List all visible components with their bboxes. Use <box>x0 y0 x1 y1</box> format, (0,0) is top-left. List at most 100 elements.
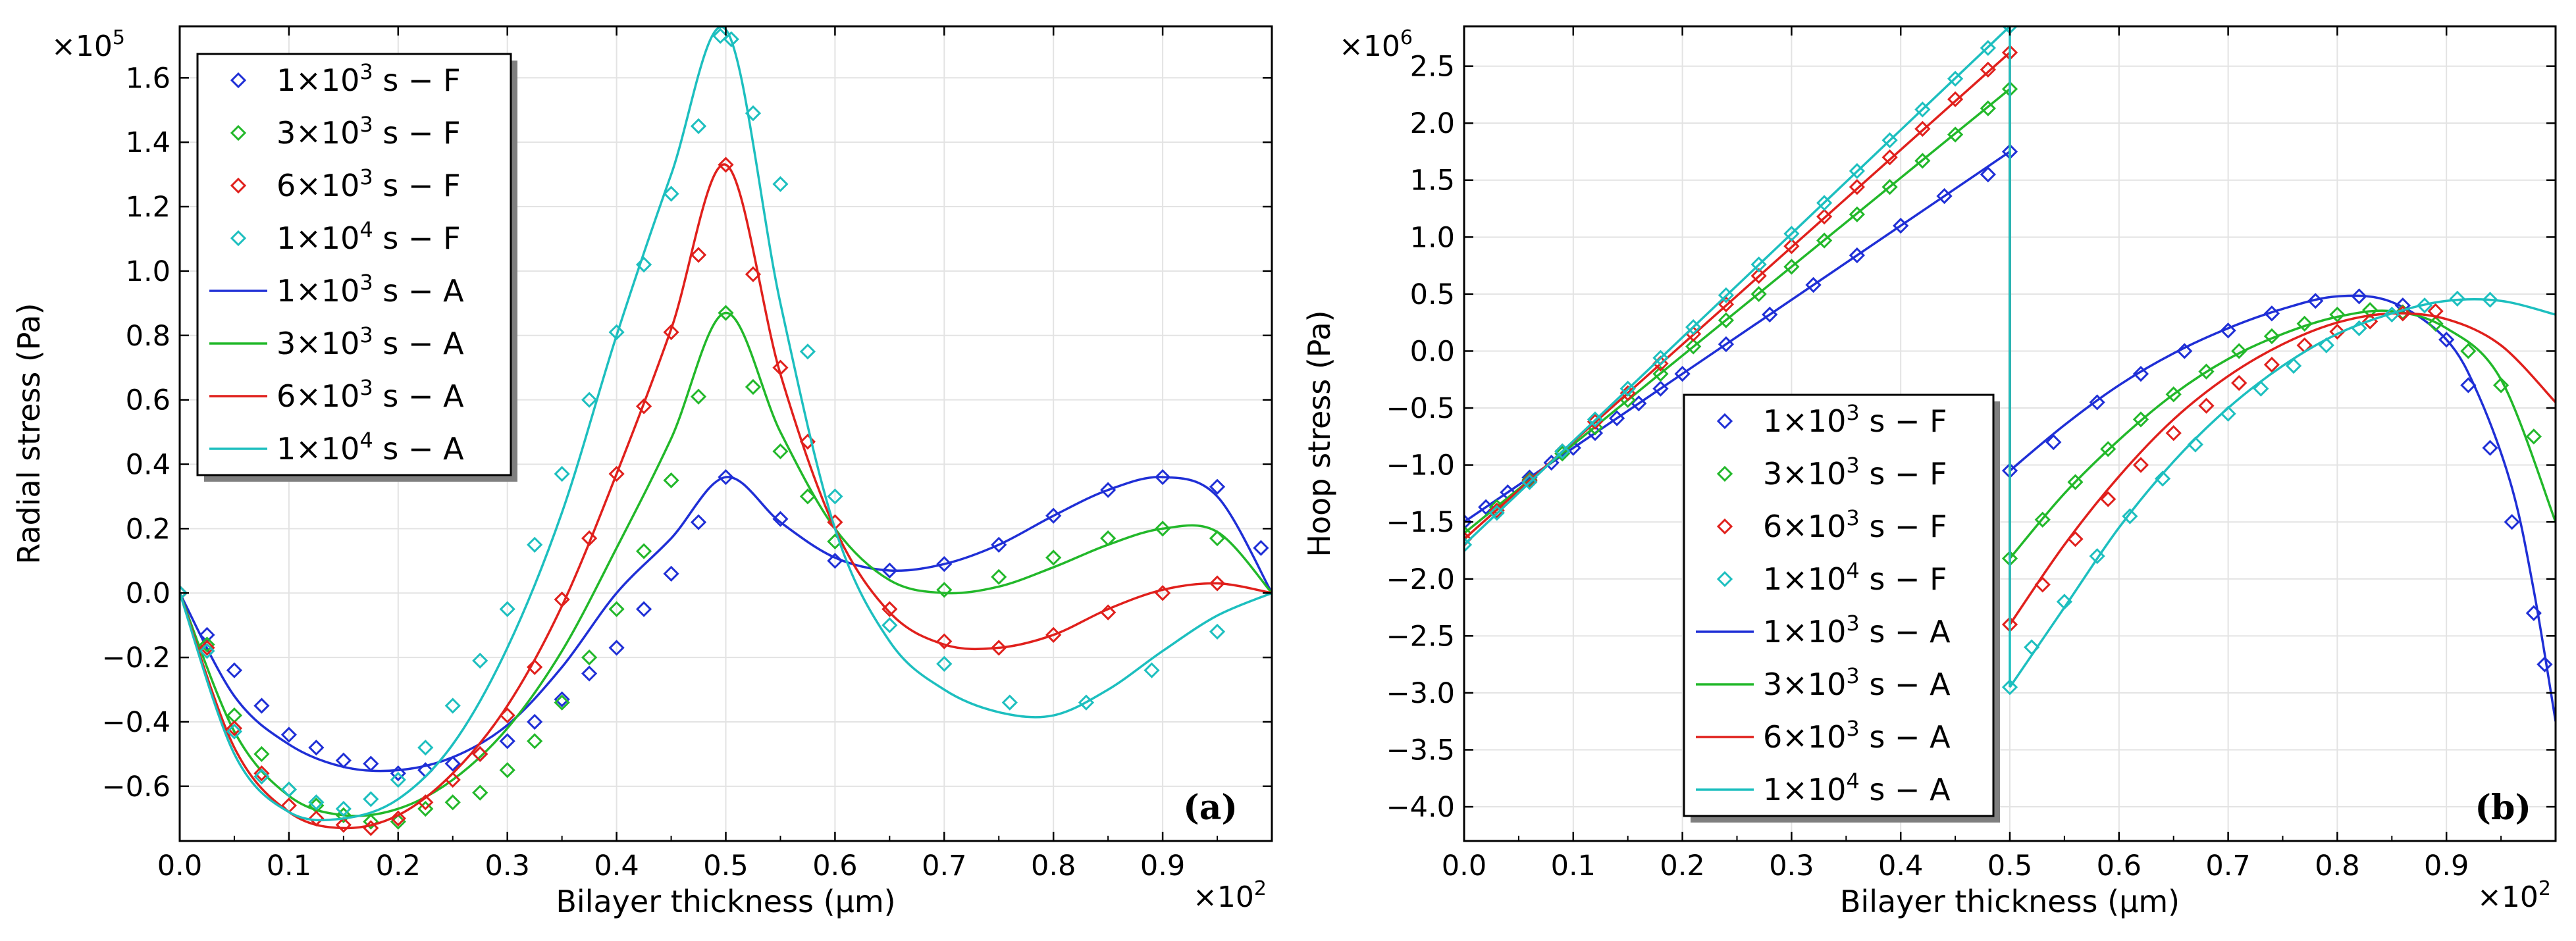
data-point-marker <box>2253 380 2269 397</box>
data-point-marker <box>472 652 488 669</box>
data-point-marker <box>308 794 325 811</box>
y-tick-label: 0.5 <box>1410 278 1455 311</box>
data-point-marker <box>1936 188 1953 205</box>
x-axis-title-a: Bilayer thickness (µm) <box>556 884 895 919</box>
data-point-marker <box>1100 482 1117 498</box>
legend-label: 1×104 s − F <box>1763 558 1947 597</box>
y-exponent-base-a: ×10 <box>51 30 113 63</box>
data-point-marker <box>1718 296 1735 313</box>
legend-label: 6×103 s − A <box>1763 716 1951 755</box>
legend-marker-diamond <box>230 177 247 194</box>
data-point-marker <box>1001 694 1018 711</box>
data-point-marker <box>1980 100 1996 116</box>
data-point-marker <box>226 720 243 736</box>
data-point-marker <box>745 266 762 282</box>
x-exponent-base-a: ×10 <box>1193 880 1254 914</box>
data-point-marker <box>253 769 270 785</box>
data-point-marker <box>772 359 789 376</box>
data-point-marker <box>1816 195 1833 211</box>
y-tick-label: −4.0 <box>1386 791 1455 824</box>
data-point-marker <box>527 659 543 675</box>
y-tick-label: 1.0 <box>126 255 171 288</box>
series-line <box>2009 312 2556 626</box>
y-tick-label: −3.5 <box>1386 734 1455 767</box>
data-point-marker <box>2285 357 2302 374</box>
data-point-marker <box>1045 626 1062 643</box>
x-tick-label: 0.2 <box>376 850 421 882</box>
y-exponent-a: ×105 <box>51 26 125 63</box>
data-point-marker <box>1805 276 1822 293</box>
data-point-marker <box>718 157 734 173</box>
data-point-marker <box>2296 315 2313 332</box>
data-point-marker <box>772 443 789 460</box>
data-point-marker <box>2537 656 2553 673</box>
data-point-marker <box>581 392 598 408</box>
data-point-marker <box>690 247 707 263</box>
legend-label: 1×104 s − A <box>1763 769 1951 807</box>
data-point-marker <box>444 794 461 811</box>
data-point-marker <box>1750 256 1767 272</box>
data-point-marker <box>2220 405 2236 422</box>
data-point-marker <box>2198 363 2215 380</box>
data-point-marker <box>2318 337 2334 353</box>
series-4 <box>180 26 1272 822</box>
legend-entry: 1×103 s − A <box>209 270 464 309</box>
data-point-marker <box>1674 365 1691 382</box>
data-point-marker <box>1750 286 1767 303</box>
data-point-marker <box>1762 306 1778 323</box>
data-point-marker <box>936 556 953 572</box>
legend-a: 1×103 s − F 3×103 s − F 6×103 s − F 1×104 s… <box>196 53 517 482</box>
data-point-marker <box>2100 441 2116 457</box>
data-point-marker <box>1980 39 1996 57</box>
y-tick-label: 1.5 <box>1410 165 1455 197</box>
data-point-marker <box>527 713 543 730</box>
data-point-marker <box>718 305 734 321</box>
data-point-marker <box>827 553 843 569</box>
data-point-marker <box>2132 457 2149 473</box>
y-tick-label: 1.4 <box>126 126 171 159</box>
x-tick-label: 0.7 <box>922 850 966 882</box>
data-point-marker <box>663 565 679 582</box>
data-point-marker <box>335 817 352 833</box>
data-point-marker <box>226 662 243 678</box>
data-point-marker <box>1154 469 1171 486</box>
data-point-marker <box>499 601 515 617</box>
x-exponent-b: ×102 <box>2477 877 2551 914</box>
legend-label: 1×104 s − F <box>276 217 461 256</box>
x-tick-label: 0.3 <box>1769 850 1814 882</box>
y-tick-label: 0.0 <box>1410 335 1455 368</box>
y-tick-label: −2.5 <box>1386 620 1455 653</box>
y-tick-label: 2.0 <box>1410 107 1455 140</box>
data-point-marker <box>608 601 625 617</box>
legend-entry: 1×104 s − F <box>230 217 461 256</box>
y-tick-label: 1.2 <box>126 191 171 224</box>
series-layer-a <box>180 26 1272 836</box>
data-point-marker <box>363 791 379 807</box>
data-point-marker <box>745 378 762 395</box>
data-point-marker <box>2263 328 2280 345</box>
data-point-marker <box>2154 471 2171 487</box>
data-point-marker <box>2329 306 2346 323</box>
data-point-marker <box>2351 288 2367 305</box>
data-point-marker <box>991 640 1007 656</box>
data-point-marker <box>2525 605 2542 621</box>
legend-entry: 3×103 s − A <box>1696 663 1951 702</box>
data-point-marker <box>180 585 188 601</box>
data-point-marker <box>1685 338 1702 355</box>
data-point-marker <box>2187 436 2203 453</box>
legend-label: 3×103 s − F <box>276 112 461 151</box>
data-point-marker <box>1718 312 1735 328</box>
data-point-marker <box>499 733 515 750</box>
y-tick-label: 0.2 <box>126 513 171 546</box>
data-point-marker <box>2100 491 2116 507</box>
data-point-marker <box>1893 217 1909 234</box>
data-point-marker <box>827 488 843 505</box>
series-line <box>180 476 1272 773</box>
data-point-marker <box>2329 323 2346 340</box>
x-tick-label: 0.7 <box>2205 850 2250 882</box>
data-point-marker <box>335 800 352 817</box>
data-point-marker <box>723 31 739 47</box>
data-point-marker <box>690 388 707 405</box>
legend-entry: 1×104 s − A <box>209 428 464 467</box>
data-point-marker <box>1849 163 1866 180</box>
